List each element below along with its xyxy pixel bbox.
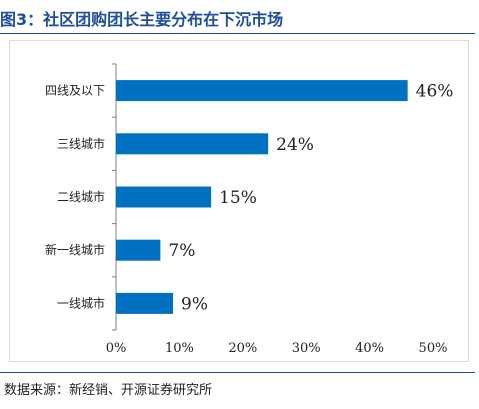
x-tick-label: 50%: [419, 341, 448, 356]
value-label: 7%: [168, 241, 195, 261]
x-tick-label: 30%: [292, 341, 321, 356]
title-divider: [0, 33, 475, 34]
bar: [116, 186, 212, 208]
footer-divider: [0, 372, 475, 373]
value-label: 9%: [181, 294, 208, 314]
bar: [116, 133, 269, 155]
bar-layer: [116, 80, 408, 314]
bar: [116, 80, 408, 102]
chart-title: 图3：社区团购团长主要分布在下沉市场: [0, 10, 284, 29]
category-label: 三线城市: [57, 136, 105, 151]
value-label: 46%: [416, 82, 454, 102]
label-layer: 46% 24% 15% 7% 9%: [168, 82, 453, 315]
category-label: 一线城市: [57, 295, 105, 310]
category-label: 新一线城市: [45, 242, 105, 257]
x-tick-label: 10%: [165, 341, 194, 356]
chart-frame: [9, 40, 469, 362]
x-tick-label: 40%: [355, 341, 384, 356]
x-tick-label: 20%: [228, 341, 257, 356]
source-note: 数据来源：新经销、开源证券研究所: [4, 383, 213, 398]
category-label: 二线城市: [57, 189, 105, 204]
x-tick-label: 0%: [106, 341, 127, 356]
value-label: 24%: [276, 135, 314, 155]
value-label: 15%: [219, 188, 257, 208]
figure-header: 图3：社区团购团长主要分布在下沉市场: [0, 0, 479, 34]
bar: [116, 292, 174, 314]
category-label: 四线及以下: [45, 84, 105, 98]
bar: [116, 239, 161, 261]
